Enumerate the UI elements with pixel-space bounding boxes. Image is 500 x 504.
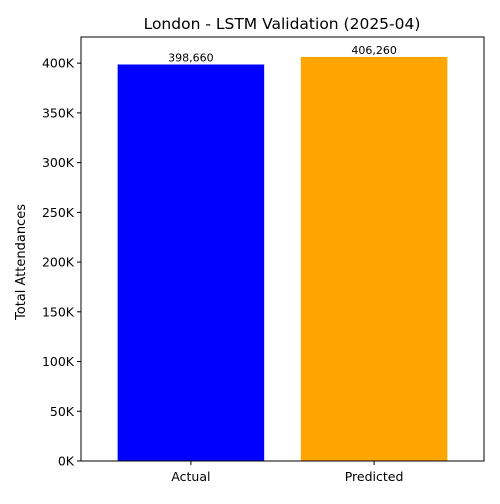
y-tick-label: 250K (42, 205, 75, 220)
y-tick-label: 300K (42, 155, 75, 170)
bar-predicted (300, 56, 448, 462)
y-tick-label: 400K (42, 56, 75, 71)
axes-frame (80, 36, 485, 462)
value-label-predicted: 406,260 (351, 44, 397, 57)
bars-layer (117, 56, 448, 462)
y-tick-label: 350K (42, 105, 75, 120)
y-tick-label: 200K (42, 255, 75, 270)
y-tick-label: 150K (42, 304, 75, 319)
value-label-actual: 398,660 (168, 51, 214, 64)
x-tick-label-actual: Actual (171, 469, 210, 484)
chart-title: London - LSTM Validation (2025-04) (144, 15, 421, 33)
y-tick-label: 50K (50, 404, 75, 419)
x-tick-label-predicted: Predicted (345, 469, 404, 484)
bar-actual (117, 64, 265, 462)
y-tick-label: 100K (42, 354, 75, 369)
plot-frame (80, 36, 485, 462)
y-axis: 0K 50K 100K 150K 200K 250K 300K 350K 400K (42, 56, 81, 469)
y-axis-label: Total Attendances (14, 204, 29, 321)
value-labels-layer: 398,660 406,260 (168, 44, 397, 65)
x-axis: Actual Predicted (171, 461, 403, 484)
y-tick-label: 0K (58, 454, 75, 469)
